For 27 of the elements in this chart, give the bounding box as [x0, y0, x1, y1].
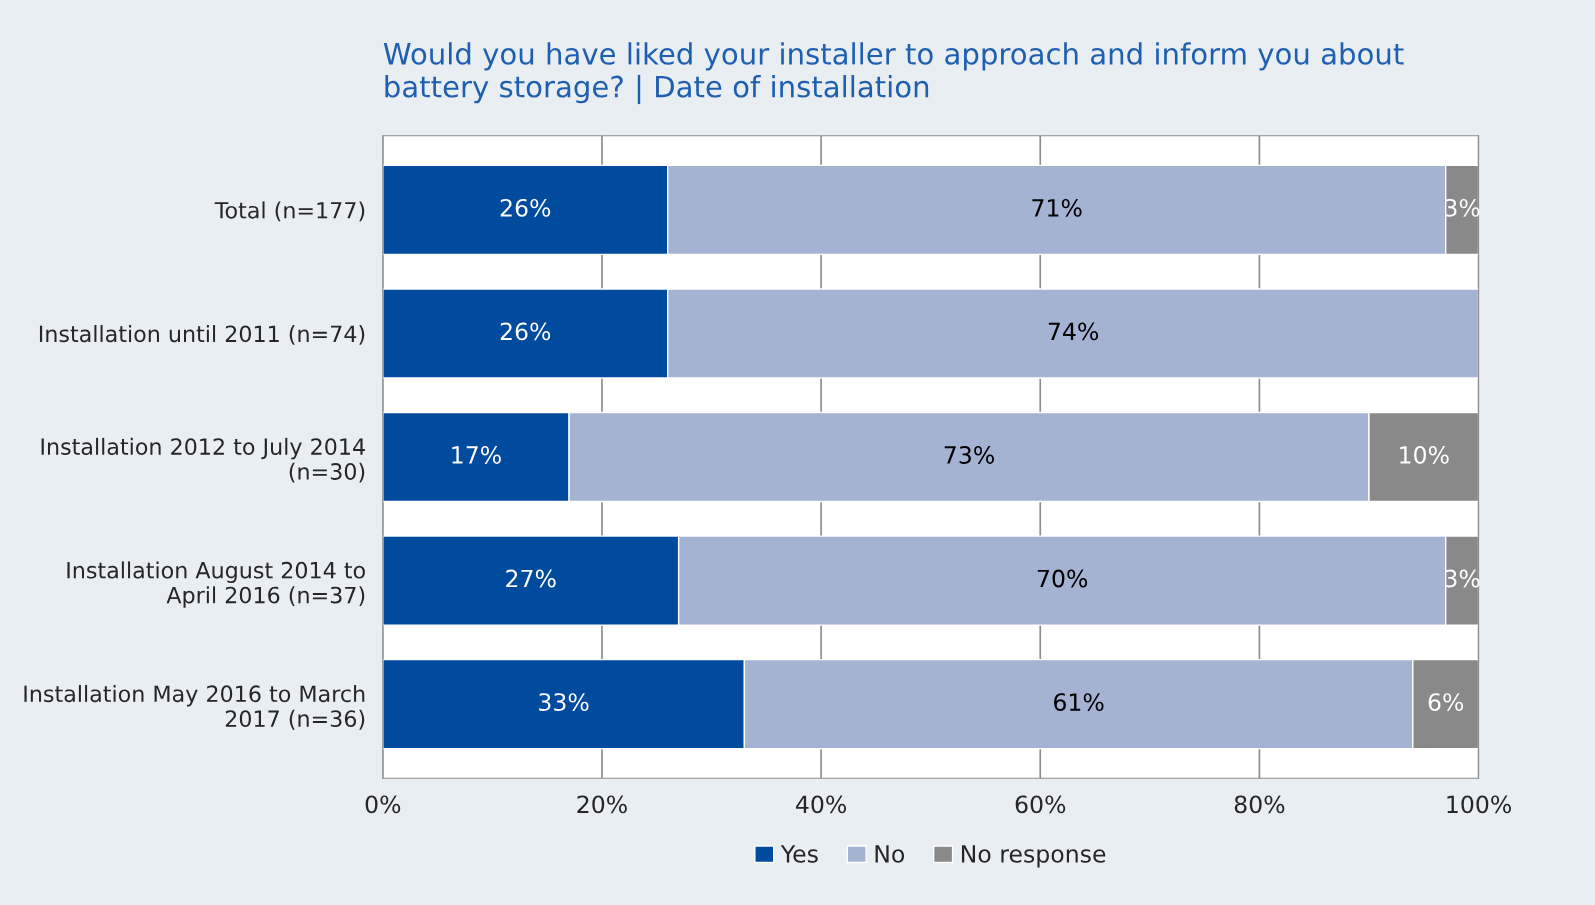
data-label: 61% — [1054, 693, 1104, 712]
x-tick-label: 20% — [577, 795, 627, 814]
legend-label: Yes — [780, 845, 818, 863]
data-label: 73% — [944, 446, 994, 464]
x-tick-label: 0% — [365, 795, 401, 814]
x-tick-label: 100% — [1447, 795, 1512, 814]
data-label: 17% — [452, 446, 501, 464]
y-tick-label: Installation 2012 to July 2014 (n=30) — [41, 437, 365, 483]
y-tick-label: Installation until 2011 (n=74) — [39, 325, 365, 345]
data-label: 26% — [500, 322, 551, 341]
x-tick-label: 80% — [1234, 795, 1285, 814]
data-label: 71% — [1032, 198, 1082, 217]
data-label: 6% — [1428, 693, 1464, 712]
data-label: 74% — [1048, 322, 1099, 341]
legend-label: No response — [961, 845, 1106, 868]
y-tick-label: Total (n=177) — [214, 201, 365, 222]
data-label: 27% — [506, 569, 556, 588]
data-label: 10% — [1400, 446, 1449, 464]
data-label: 33% — [539, 693, 589, 712]
x-tick-label: 40% — [796, 795, 847, 814]
x-tick-label: 60% — [1015, 795, 1066, 814]
chart-title: Would you have liked your installer to approach and inform you about battery storage? | Date of installation — [383, 42, 1404, 105]
data-label: 70% — [1037, 569, 1088, 588]
legend-label: No — [875, 845, 905, 863]
y-tick-label: Installation May 2016 to March 2017 (n=36) — [24, 684, 365, 730]
data-label: 26% — [500, 198, 551, 217]
y-tick-label: Installation August 2014 to April 2016 (n=37) — [67, 561, 365, 608]
